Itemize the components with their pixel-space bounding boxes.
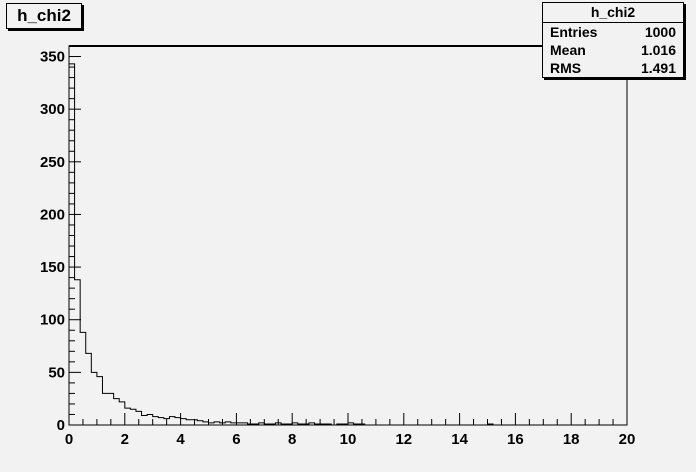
histogram-bar bbox=[175, 418, 181, 425]
x-tick-label: 14 bbox=[451, 431, 468, 448]
stats-value: 1.016 bbox=[640, 42, 676, 58]
histogram-bar bbox=[142, 416, 148, 425]
x-tick-label: 20 bbox=[619, 431, 636, 448]
histogram-bar bbox=[114, 399, 120, 425]
x-tick-label: 10 bbox=[340, 431, 357, 448]
histogram-bar bbox=[186, 420, 192, 425]
histogram-bar bbox=[119, 402, 125, 425]
histogram-bar bbox=[97, 377, 103, 425]
histogram-bar bbox=[86, 353, 92, 425]
y-tick-label: 300 bbox=[40, 101, 65, 118]
y-tick-label: 50 bbox=[48, 364, 65, 381]
histogram-title: h_chi2 bbox=[6, 3, 82, 29]
stats-value: 1.491 bbox=[640, 60, 676, 76]
histogram-bar bbox=[125, 408, 131, 425]
x-tick-label: 16 bbox=[507, 431, 524, 448]
x-tick-label: 12 bbox=[395, 431, 412, 448]
y-tick-label: 0 bbox=[57, 417, 65, 434]
histogram-bar bbox=[153, 417, 159, 425]
stats-label: Entries bbox=[550, 24, 598, 40]
histogram-bar bbox=[197, 421, 203, 425]
histogram-series bbox=[68, 63, 627, 426]
plot-frame bbox=[68, 45, 628, 426]
stats-row-mean: Mean 1.016 bbox=[543, 41, 683, 59]
x-tick-label: 4 bbox=[176, 431, 185, 448]
stats-label: RMS bbox=[550, 60, 582, 76]
histogram-bar bbox=[147, 414, 153, 425]
stats-box: h_chi2 Entries 1000 Mean 1.016 RMS 1.491 bbox=[542, 2, 684, 78]
histogram-bar bbox=[181, 419, 187, 425]
x-tick-label: 0 bbox=[65, 431, 73, 448]
x-tick-label: 6 bbox=[232, 431, 240, 448]
histogram-bar bbox=[102, 393, 108, 425]
histogram-bar bbox=[169, 417, 175, 425]
y-tick-label: 350 bbox=[40, 49, 65, 66]
x-tick-label: 8 bbox=[288, 431, 296, 448]
histogram-bar bbox=[158, 418, 164, 425]
histogram-bar bbox=[75, 280, 81, 425]
histogram-bar bbox=[130, 409, 136, 425]
stats-label: Mean bbox=[550, 42, 586, 58]
stats-row-rms: RMS 1.491 bbox=[543, 59, 683, 77]
y-tick-label: 200 bbox=[40, 206, 65, 223]
stats-value: 1000 bbox=[644, 24, 676, 40]
y-tick-label: 100 bbox=[40, 312, 65, 329]
y-tick-label: 250 bbox=[40, 154, 65, 171]
histogram-title-text: h_chi2 bbox=[17, 6, 71, 25]
stats-box-title: h_chi2 bbox=[543, 3, 683, 23]
stats-row-entries: Entries 1000 bbox=[543, 23, 683, 41]
histogram-bar bbox=[80, 332, 86, 425]
y-tick-label: 150 bbox=[40, 259, 65, 276]
histogram-bar bbox=[91, 372, 97, 425]
x-tick-label: 2 bbox=[121, 431, 129, 448]
histogram-bar bbox=[69, 64, 75, 425]
x-tick-label: 18 bbox=[563, 431, 580, 448]
